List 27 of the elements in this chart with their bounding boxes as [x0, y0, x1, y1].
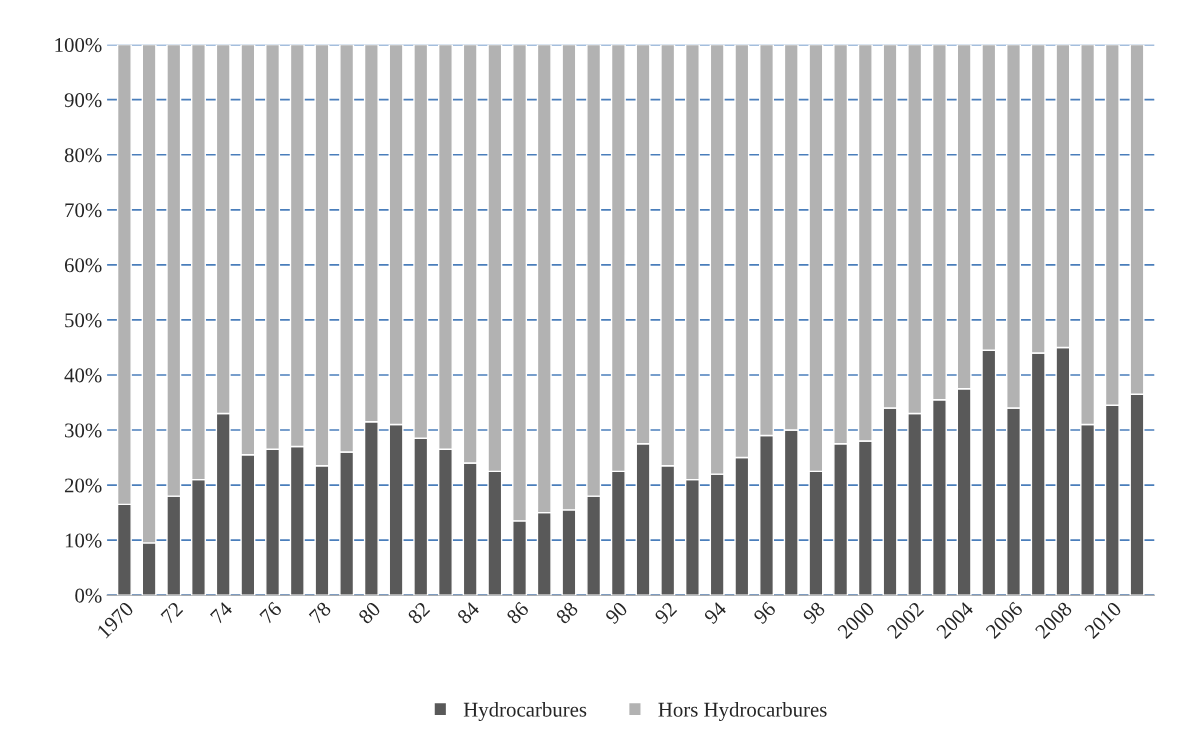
y-tick-label: 0%: [75, 588, 102, 603]
x-tick-label: 78: [308, 601, 332, 625]
x-tick-label: 98: [802, 601, 826, 625]
y-tick-label: 10%: [65, 533, 102, 548]
x-tick-label: 84: [456, 600, 481, 625]
x-tick-label: 94: [703, 600, 728, 625]
y-tick-label: 70%: [65, 203, 102, 218]
y-tick-label: 90%: [64, 93, 102, 108]
y-tick-label: 50%: [65, 313, 102, 328]
x-tick-label: 72: [160, 601, 184, 625]
y-tick-label: 20%: [64, 478, 102, 493]
x-tick-label: 96: [752, 600, 777, 625]
x-tick-label: 82: [407, 601, 431, 625]
y-tick-label: 60%: [64, 258, 102, 273]
legend-label: Hors Hydrocarbures: [658, 702, 827, 721]
x-tick-label: 90: [604, 601, 629, 625]
y-tick-label: 30%: [65, 423, 102, 438]
x-tick-label: 86: [505, 600, 530, 625]
x-tick-label: 80: [357, 601, 382, 625]
legend-label: Hydrocarbures: [463, 702, 587, 721]
x-tick-label: 74: [209, 600, 234, 625]
y-tick-label: 40%: [64, 368, 102, 383]
x-tick-label: 92: [653, 601, 678, 625]
y-tick-label: 100%: [55, 38, 102, 53]
y-tick-label: 80%: [64, 148, 102, 163]
x-tick-label: 88: [555, 601, 579, 625]
x-tick-label: 76: [259, 600, 283, 625]
